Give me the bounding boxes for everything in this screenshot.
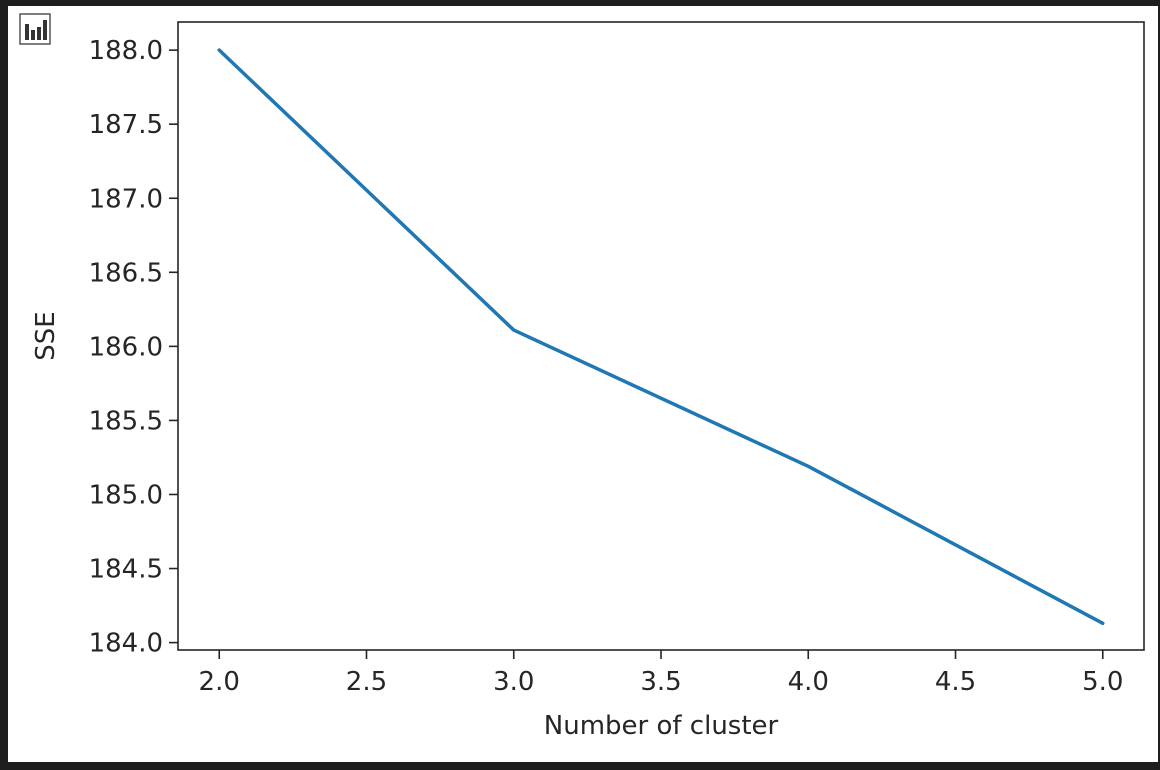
y-tick-label: 187.5	[89, 110, 163, 140]
y-tick-label: 187.0	[89, 184, 163, 214]
y-tick-label: 188.0	[89, 36, 163, 66]
x-tick-label: 5.0	[1082, 667, 1123, 697]
series-line	[217, 48, 1105, 626]
x-tick-label: 2.0	[199, 667, 240, 697]
y-axis-label: SSE	[31, 311, 61, 360]
x-tick-label: 2.5	[346, 667, 387, 697]
x-tick-label: 3.5	[640, 667, 681, 697]
y-tick-label: 185.0	[89, 480, 163, 510]
x-axis-ticks: 2.0 2.5 3.0 3.5 4.0 4.5 5.0	[199, 650, 1123, 697]
line-chart: 184.0 184.5 185.0 185.5 186.0 186.5 187.0 187.5…	[31, 21, 1145, 741]
y-tick-label: 186.0	[89, 332, 163, 362]
y-axis-ticks: 184.0 184.5 185.0 185.5 186.0 186.5 187.0 187.5…	[89, 36, 178, 659]
y-tick-label: 184.0	[89, 629, 163, 659]
chart-output-frame: 184.0 184.5 185.0 185.5 186.0 186.5 187.0 187.5…	[8, 6, 1158, 762]
plot-area-border	[177, 21, 1145, 651]
y-tick-label: 186.5	[89, 258, 163, 288]
x-tick-label: 3.0	[493, 667, 534, 697]
y-tick-label: 185.5	[89, 406, 163, 436]
x-tick-label: 4.0	[788, 667, 829, 697]
x-axis-label: Number of cluster	[544, 711, 779, 741]
x-tick-label: 4.5	[935, 667, 976, 697]
bar-chart-icon[interactable]	[18, 12, 52, 46]
y-tick-label: 184.5	[89, 555, 163, 585]
